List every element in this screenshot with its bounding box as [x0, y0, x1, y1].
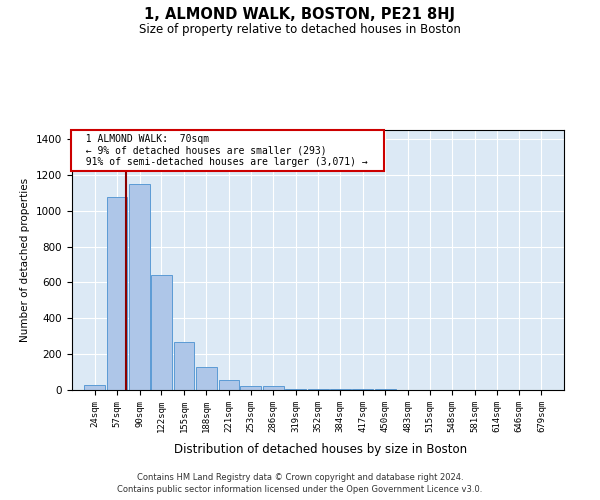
- Bar: [107, 197, 127, 390]
- Bar: [151, 275, 172, 390]
- Bar: [286, 389, 306, 390]
- Text: Distribution of detached houses by size in Boston: Distribution of detached houses by size …: [175, 442, 467, 456]
- Bar: [218, 380, 239, 390]
- Text: Size of property relative to detached houses in Boston: Size of property relative to detached ho…: [139, 22, 461, 36]
- Text: Contains public sector information licensed under the Open Government Licence v3: Contains public sector information licen…: [118, 485, 482, 494]
- Text: 1 ALMOND WALK:  70sqm  
  ← 9% of detached houses are smaller (293)  
  91% of s: 1 ALMOND WALK: 70sqm ← 9% of detached ho…: [74, 134, 380, 167]
- Bar: [196, 366, 217, 390]
- Y-axis label: Number of detached properties: Number of detached properties: [20, 178, 31, 342]
- Bar: [263, 386, 284, 390]
- Bar: [375, 389, 395, 390]
- Bar: [308, 389, 329, 390]
- Text: Contains HM Land Registry data © Crown copyright and database right 2024.: Contains HM Land Registry data © Crown c…: [137, 472, 463, 482]
- Bar: [173, 342, 194, 390]
- Bar: [330, 389, 350, 390]
- Bar: [84, 384, 105, 390]
- Bar: [241, 386, 261, 390]
- Bar: [129, 184, 150, 390]
- Bar: [352, 389, 373, 390]
- Text: 1, ALMOND WALK, BOSTON, PE21 8HJ: 1, ALMOND WALK, BOSTON, PE21 8HJ: [145, 8, 455, 22]
